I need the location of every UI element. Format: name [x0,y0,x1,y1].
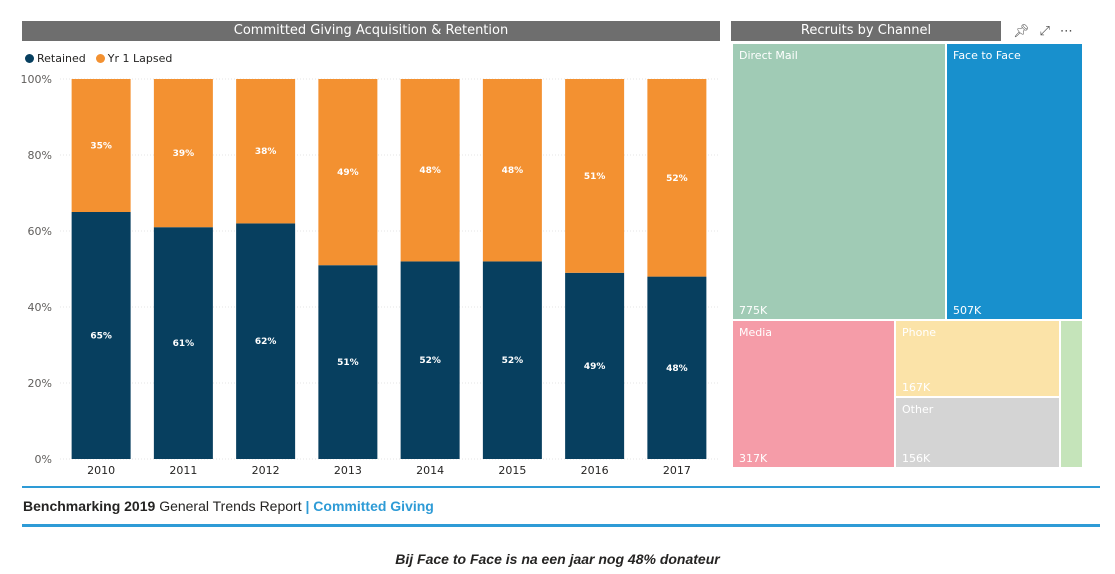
data-label-lapsed: 49% [337,168,359,178]
data-label-lapsed: 51% [584,172,606,182]
treemap-tile-media[interactable]: Media 317K [732,320,895,468]
x-tick-label: 2010 [87,464,115,477]
bar-lapsed[interactable] [318,79,378,266]
stacked-bar-chart: 0% 20% 40% 60% 80% 100% 65% 35% 2010 61% 39% 2011 62… [21,73,718,477]
treemap-value: 317K [739,452,768,465]
more-options-icon[interactable]: ⋯ [1059,24,1073,39]
data-label-lapsed: 38% [255,147,277,157]
data-label-lapsed: 52% [666,174,688,184]
treemap-label: Other [902,403,934,416]
data-label-retained: 52% [419,356,441,366]
treemap-value: 775K [739,304,768,317]
bar-retained[interactable] [482,261,542,459]
data-label-retained: 52% [502,356,524,366]
bar-lapsed[interactable] [400,79,460,262]
data-label-retained: 49% [584,362,606,372]
x-tick-label: 2016 [581,464,609,477]
report-footer: Benchmarking 2019 General Trends Report … [23,498,434,514]
bar-retained[interactable] [647,276,707,459]
legend-dot-retained [25,54,34,63]
data-label-retained: 51% [337,358,359,368]
data-label-lapsed: 39% [173,149,195,159]
treemap-value: 167K [902,381,931,394]
data-label-retained: 65% [90,332,112,342]
footer-report: General Trends Report [159,498,302,514]
treemap-label: Direct Mail [739,49,798,62]
data-label-retained: 61% [173,339,195,349]
x-tick-label: 2011 [169,464,197,477]
bar-lapsed[interactable] [565,79,625,273]
treemap-tile-other[interactable]: Other 156K [895,397,1060,468]
treemap-value: 507K [953,304,982,317]
data-label-retained: 62% [255,337,277,347]
focus-mode-icon[interactable]: ⤢ [1039,24,1050,39]
data-label-lapsed: 48% [419,166,441,176]
visual-header-icons: 📌︎ ⤢ ⋯ [1013,24,1073,40]
y-tick-label: 80% [28,149,52,162]
y-tick-label: 20% [28,377,52,390]
footer-section: | Committed Giving [305,498,434,514]
y-tick-label: 100% [21,73,52,86]
pin-icon[interactable]: 📌︎ [1013,24,1030,39]
acquisition-retention-title: Committed Giving Acquisition & Retention [22,21,720,41]
y-tick-label: 0% [35,453,52,466]
treemap-label: Media [739,326,773,339]
caption: Bij Face to Face is na een jaar nog 48% … [395,551,720,567]
treemap-tile-unlabeled[interactable] [1060,320,1083,468]
footer-divider-top [22,486,1100,488]
treemap-value: 156K [902,452,931,465]
bar-retained[interactable] [153,227,213,459]
bar-retained[interactable] [318,265,378,459]
bar-retained[interactable] [236,223,296,459]
x-tick-label: 2015 [498,464,526,477]
legend-item-retained[interactable]: Retained [25,52,86,65]
legend-item-lapsed[interactable]: Yr 1 Lapsed [95,52,173,65]
y-tick-label: 40% [28,301,52,314]
treemap-tile-face-to-face[interactable]: Face to Face 507K [946,43,1083,320]
x-tick-label: 2014 [416,464,444,477]
legend-label-lapsed: Yr 1 Lapsed [107,52,173,65]
recruits-by-channel-title: Recruits by Channel [731,21,1001,41]
bar-lapsed[interactable] [71,79,131,212]
x-tick-label: 2012 [252,464,280,477]
data-label-lapsed: 48% [502,166,524,176]
x-tick-label: 2013 [334,464,362,477]
treemap-tile-phone[interactable]: Phone 167K [895,320,1060,397]
bar-retained[interactable] [71,212,131,459]
footer-brand: Benchmarking 2019 [23,498,156,514]
data-label-lapsed: 35% [90,142,112,152]
bar-lapsed[interactable] [236,79,296,224]
bar-retained[interactable] [565,272,625,459]
treemap-label: Face to Face [953,49,1021,62]
bar-lapsed[interactable] [647,79,707,277]
bar-retained[interactable] [400,261,460,459]
treemap-label: Phone [902,326,937,339]
data-label-retained: 48% [666,364,688,374]
chart-legend: Retained Yr 1 Lapsed [25,52,172,65]
treemap-tile-direct-mail[interactable]: Direct Mail 775K [732,43,946,320]
bar-lapsed[interactable] [482,79,542,262]
legend-dot-lapsed [95,54,105,63]
y-tick-label: 60% [28,225,52,238]
x-tick-label: 2017 [663,464,691,477]
bar-lapsed[interactable] [153,79,213,228]
legend-label-retained: Retained [37,52,86,65]
footer-divider-bottom [22,524,1100,527]
